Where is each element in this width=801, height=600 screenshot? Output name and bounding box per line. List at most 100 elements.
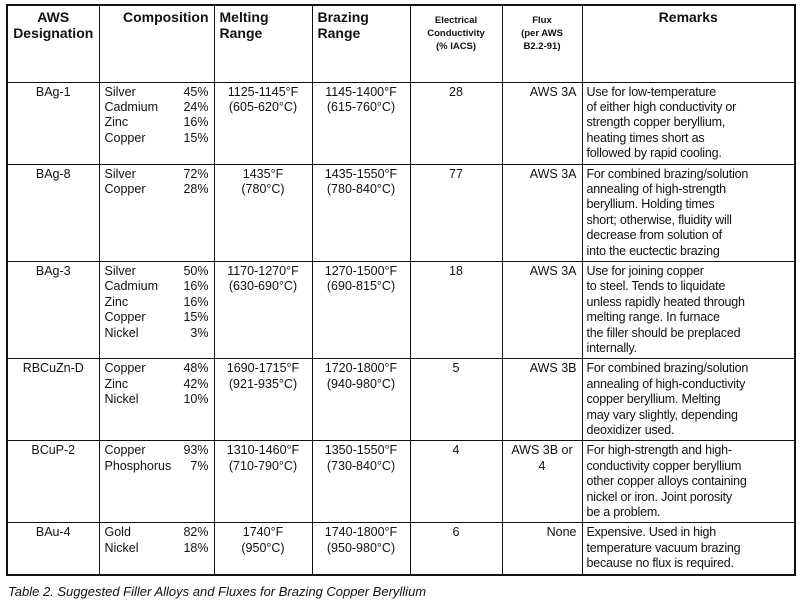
cell-line: copper beryllium. Melting xyxy=(586,392,721,407)
element-name: Zinc xyxy=(104,376,129,391)
table-row: BAg-1 Silver 45% Cadmium 24% Zinc 16% Copper 15%… xyxy=(6,81,796,165)
cell-line: followed by rapid cooling. xyxy=(586,146,722,161)
table-caption: Table 2. Suggested Filler Alloys and Flu… xyxy=(8,583,427,599)
cell-melting: 1310-1460°F (710-790°C) xyxy=(213,440,313,524)
element-percent: 24% xyxy=(183,99,209,114)
cell-line: 1270-1500°F xyxy=(324,263,398,278)
element-name: Copper xyxy=(104,361,146,376)
cell-remarks: Use for low-temperature of either high co… xyxy=(581,81,796,165)
filler-alloys-table: AWS Designation Composition Melting Range … xyxy=(6,4,796,576)
cell-line: None xyxy=(546,525,577,540)
cell-line: nickel or iron. Joint porosity xyxy=(586,489,733,504)
cell-designation: BAg-8 xyxy=(6,163,100,262)
cell-brazing: 1720-1800°F (940-980°C) xyxy=(311,358,411,442)
cell-line: For combined brazing/solution xyxy=(586,166,749,181)
element-name: Cadmium xyxy=(104,99,159,114)
cell-line: 1145-1400°F xyxy=(325,84,397,99)
cell-line: strength copper beryllium, xyxy=(586,115,726,130)
cell-designation: BAg-1 xyxy=(6,81,100,165)
cell-line: (730-840°C) xyxy=(326,458,396,473)
cell-line: annealing of high-conductivity xyxy=(586,376,746,391)
cell-line: AWS 3A xyxy=(529,84,577,99)
composition-item: Zinc 42% xyxy=(105,377,209,392)
cell-line: AWS 3B or xyxy=(511,443,573,458)
element-percent: 7% xyxy=(190,458,209,473)
cell-line: 1125-1145°F xyxy=(227,84,299,99)
cell-line: other copper alloys containing xyxy=(586,474,747,489)
composition-item: Copper 15% xyxy=(105,310,209,325)
composition-item: Silver 72% xyxy=(105,167,209,182)
cell-composition: Silver 50% Cadmium 16% Zinc 16% Copper 15% Nicke… xyxy=(98,260,215,360)
cell-conductivity: 5 xyxy=(409,358,503,442)
cell-line: heating times short as xyxy=(586,130,705,145)
cell-melting: 1170-1270°F (630-690°C) xyxy=(213,260,313,360)
composition-item: Gold 82% xyxy=(105,525,209,540)
cell-line: into the euctectic brazing xyxy=(586,243,720,258)
header-remarks: Remarks xyxy=(581,4,796,83)
cell-conductivity: 77 xyxy=(409,163,503,262)
cell-line: unless rapidly heated through xyxy=(586,294,745,309)
cell-line: Use for joining copper xyxy=(586,263,704,278)
cell-line: 4 xyxy=(538,458,546,473)
cell-line: (950-980°C) xyxy=(326,540,396,555)
cell-line: 1690-1715°F xyxy=(226,361,300,376)
cell-remarks: Expensive. Used in high temperature vacuu… xyxy=(581,522,796,576)
element-percent: 10% xyxy=(183,392,209,407)
cell-brazing: 1435-1550°F (780-840°C) xyxy=(311,163,411,262)
composition-item: Zinc 16% xyxy=(105,295,209,310)
cell-composition: Copper 48% Zinc 42% Nickel 10% xyxy=(98,358,215,442)
table-row: RBCuZn-D Copper 48% Zinc 42% Nickel 10% 1690-17… xyxy=(6,358,796,442)
cell-melting: 1690-1715°F (921-935°C) xyxy=(213,358,313,442)
cell-line: 1740°F xyxy=(242,525,284,540)
composition-item: Copper 15% xyxy=(105,131,209,146)
composition-item: Phosphorus 7% xyxy=(105,459,209,474)
element-percent: 16% xyxy=(183,294,209,309)
cell-conductivity: 4 xyxy=(409,440,503,524)
header-conductivity: Electrical Conductivity (% IACS) xyxy=(409,4,503,83)
cell-line: deoxidizer used. xyxy=(586,423,675,438)
cell-line: melting range. In furnace xyxy=(586,310,720,325)
cell-flux: None xyxy=(501,522,583,576)
composition-item: Copper 28% xyxy=(105,182,209,197)
cell-composition: Silver 45% Cadmium 24% Zinc 16% Copper 15% xyxy=(98,81,215,165)
cell-line: For high-strength and high- xyxy=(586,443,733,458)
element-percent: 28% xyxy=(183,181,209,196)
element-name: Copper xyxy=(104,181,146,196)
cell-line: 1350-1550°F xyxy=(324,443,398,458)
cell-line: (780-840°C) xyxy=(326,181,396,196)
cell-line: Use for low-temperature xyxy=(586,84,717,99)
cell-line: conductivity copper beryllium xyxy=(586,458,742,473)
cell-line: For combined brazing/solution xyxy=(586,361,749,376)
element-percent: 15% xyxy=(183,130,209,145)
cell-line: the filler should be preplaced xyxy=(586,325,741,340)
element-percent: 50% xyxy=(183,263,209,278)
element-name: Cadmium xyxy=(104,279,159,294)
cell-remarks: For combined brazing/solution annealing o… xyxy=(581,358,796,442)
cell-flux: AWS 3A xyxy=(501,163,583,262)
cell-designation: RBCuZn-D xyxy=(6,358,100,442)
composition-item: Zinc 16% xyxy=(105,115,209,130)
cell-conductivity: 6 xyxy=(409,522,503,576)
cell-line: (940-980°C) xyxy=(326,376,396,391)
element-name: Nickel xyxy=(104,540,139,555)
composition-item: Silver 45% xyxy=(105,85,209,100)
element-percent: 45% xyxy=(183,84,209,99)
header-composition: Composition xyxy=(98,4,215,83)
cell-line: short; otherwise, fluidity will xyxy=(586,212,732,227)
cell-line: 1310-1460°F xyxy=(226,443,300,458)
header-flux: Flux (per AWS B2.2-91) xyxy=(501,4,583,83)
table-row: BAg-3 Silver 50% Cadmium 16% Zinc 16% Copper 15%… xyxy=(6,260,796,360)
cell-line: be a problem. xyxy=(586,505,661,520)
cell-line: Expensive. Used in high xyxy=(586,525,717,540)
cell-line: 1170-1270°F xyxy=(227,263,299,278)
cell-line: (615-760°C) xyxy=(326,99,396,114)
cell-melting: 1435°F (780°C) xyxy=(213,163,313,262)
cell-line: (780°C) xyxy=(241,181,285,196)
composition-item: Copper 93% xyxy=(105,443,209,458)
cell-melting: 1740°F (950°C) xyxy=(213,522,313,576)
cell-line: (921-935°C) xyxy=(228,376,298,391)
cell-composition: Copper 93% Phosphorus 7% xyxy=(98,440,215,524)
composition-item: Nickel 18% xyxy=(105,541,209,556)
table-row: BAg-8 Silver 72% Copper 28% 1435°F (780°C) 1435… xyxy=(6,163,796,262)
composition-item: Silver 50% xyxy=(105,264,209,279)
